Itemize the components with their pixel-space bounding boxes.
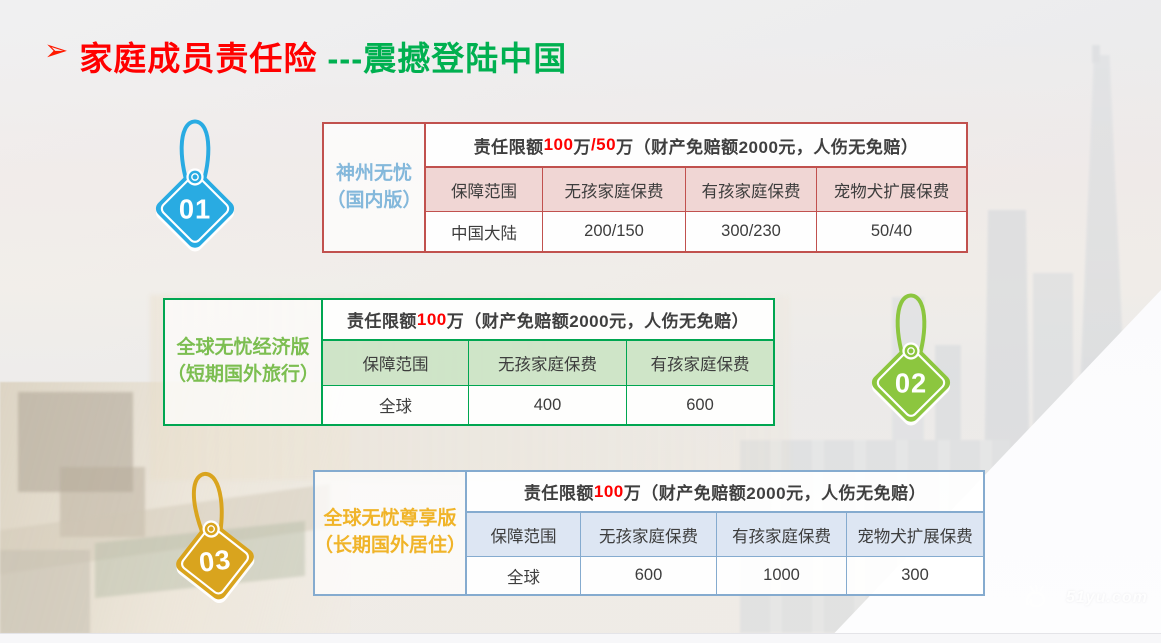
- watermark-text: 51yu.com: [1066, 589, 1148, 606]
- product-name-line: 全球无忧尊享版: [323, 508, 457, 530]
- column-header-cell: 有孩家庭保费: [716, 513, 846, 556]
- building-silhouette: [60, 467, 145, 537]
- data-cell: 400: [468, 386, 626, 424]
- tag-number: 02: [895, 367, 927, 398]
- limit-segment: 万（财产免赔额2000元，人伤无免赔）: [616, 137, 919, 157]
- hang-tag-03: 03: [150, 456, 273, 616]
- limit-segment: 责任限额: [346, 312, 417, 331]
- hang-tag-01: 01: [142, 110, 248, 258]
- limit-segment: 100: [543, 135, 574, 154]
- arrow-bullet-icon: ➢: [44, 35, 70, 67]
- data-cell: 全球: [379, 398, 412, 416]
- title-segment-green: ---震撼登陆中国: [327, 40, 568, 77]
- watermark-logo-icon: [1025, 584, 1046, 608]
- limit-segment: /50: [590, 135, 617, 154]
- limit-segment: 责任限额: [473, 137, 544, 157]
- limit-segment: 100: [416, 309, 447, 329]
- column-header-cell: 保障范围: [451, 182, 517, 201]
- column-header-row: 保障范围 无孩家庭保费 有孩家庭保费 宠物犬扩展保费: [426, 168, 966, 212]
- column-header-cell: 宠物犬扩展保费: [846, 513, 983, 556]
- tag-number: 01: [179, 193, 211, 224]
- column-header-cell: 保障范围: [362, 356, 429, 374]
- column-header-cell: 无孩家庭保费: [580, 513, 716, 556]
- data-cell: 中国大陆: [451, 224, 517, 243]
- hang-tag-icon: 02: [871, 293, 951, 426]
- product-name-line: （长期国外居住）: [314, 535, 467, 556]
- data-cell: 全球: [507, 568, 540, 587]
- data-cell: 600: [580, 557, 716, 594]
- column-header-cell: 宠物犬扩展保费: [816, 168, 966, 211]
- limit-segment: 100: [593, 481, 624, 501]
- product-name-line: 全球无忧经济版: [176, 337, 310, 359]
- data-cell: 1000: [716, 557, 846, 594]
- data-row: 全球 600 1000 300: [467, 557, 983, 594]
- table-grid: 责任限额 100 万/50 万（财产免赔额2000元，人伤无免赔） 保障范围 无孩家庭保…: [426, 124, 966, 251]
- column-header-cell: 有孩家庭保费: [685, 168, 816, 211]
- watermark: 51yu.com: [1022, 583, 1148, 613]
- insurance-table-global-premium: 全球无忧尊享版 （长期国外居住） 责任限额 100 万（财产免赔额2000元，人伤无…: [313, 470, 985, 596]
- hang-tag-icon: 01: [155, 119, 235, 252]
- bottom-strip: [0, 633, 1161, 643]
- building-silhouette: [18, 392, 133, 492]
- product-name-line: （国内版）: [326, 189, 422, 211]
- column-header-cell: 有孩家庭保费: [626, 341, 773, 385]
- slide-title: ➢ 家庭成员责任险 ---震撼登陆中国: [44, 32, 567, 80]
- limit-segment: 万（财产免赔额2000元，人伤无免赔）: [623, 484, 927, 503]
- column-header-row: 保障范围 无孩家庭保费 有孩家庭保费: [323, 341, 773, 386]
- hang-tag-icon: 03: [176, 471, 255, 604]
- insurance-table-global-economy: 全球无忧经济版 （短期国外旅行） 责任限额 100 万（财产免赔额2000元，人伤无…: [163, 298, 775, 426]
- liability-limit-header: 责任限额 100 万（财产免赔额2000元，人伤无免赔）: [323, 300, 773, 341]
- limit-segment: 责任限额: [523, 484, 594, 503]
- liability-limit-header: 责任限额 100 万/50 万（财产免赔额2000元，人伤无免赔）: [426, 124, 966, 168]
- limit-segment: 万: [573, 137, 591, 157]
- building-silhouette: [0, 550, 90, 634]
- data-cell: 300/230: [685, 212, 816, 251]
- data-cell: 200/150: [542, 212, 685, 251]
- data-cell: 600: [626, 386, 773, 424]
- title-segment-red: 家庭成员责任险: [79, 40, 318, 77]
- tag-number: 03: [197, 543, 233, 578]
- hang-tag-02: 02: [858, 284, 964, 432]
- product-name-line: 神州无忧: [335, 162, 412, 184]
- insurance-table-domestic: 神州无忧 （国内版） 责任限额 100 万/50 万（财产免赔额2000元，人伤无免赔…: [322, 122, 968, 253]
- product-name-line: （短期国外旅行）: [166, 364, 319, 385]
- product-name: 神州无忧 （国内版）: [324, 124, 426, 251]
- data-cell: 300: [846, 557, 983, 594]
- column-header-cell: 保障范围: [490, 527, 557, 546]
- liability-limit-header: 责任限额 100 万（财产免赔额2000元，人伤无免赔）: [467, 472, 983, 513]
- column-header-row: 保障范围 无孩家庭保费 有孩家庭保费 宠物犬扩展保费: [467, 513, 983, 557]
- data-row: 全球 400 600: [323, 386, 773, 424]
- table-grid: 责任限额 100 万（财产免赔额2000元，人伤无免赔） 保障范围 无孩家庭保费 有孩家…: [467, 472, 983, 594]
- column-header-cell: 无孩家庭保费: [468, 341, 626, 385]
- building-silhouette: [1092, 45, 1100, 63]
- column-header-cell: 无孩家庭保费: [542, 168, 685, 211]
- data-cell: 50/40: [816, 212, 966, 251]
- data-row: 中国大陆 200/150 300/230 50/40: [426, 212, 966, 251]
- table-grid: 责任限额 100 万（财产免赔额2000元，人伤无免赔） 保障范围 无孩家庭保费 有孩家…: [323, 300, 773, 424]
- product-name: 全球无忧尊享版 （长期国外居住）: [314, 472, 467, 594]
- product-name: 全球无忧经济版 （短期国外旅行）: [165, 300, 323, 424]
- limit-segment: 万（财产免赔额2000元，人伤无免赔）: [446, 312, 750, 331]
